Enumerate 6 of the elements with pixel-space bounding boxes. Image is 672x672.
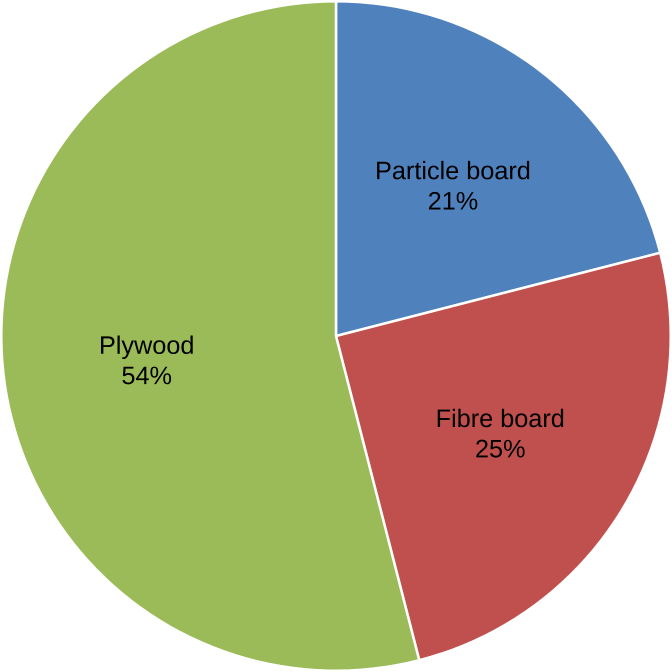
data-label: 54% xyxy=(122,366,172,384)
slice-label: Particle board xyxy=(377,160,530,180)
slice-label: Fibre board xyxy=(438,408,564,428)
data-label: 21% xyxy=(428,192,478,210)
slice-label: Plywood xyxy=(101,335,193,360)
data-label: 25% xyxy=(476,440,525,458)
